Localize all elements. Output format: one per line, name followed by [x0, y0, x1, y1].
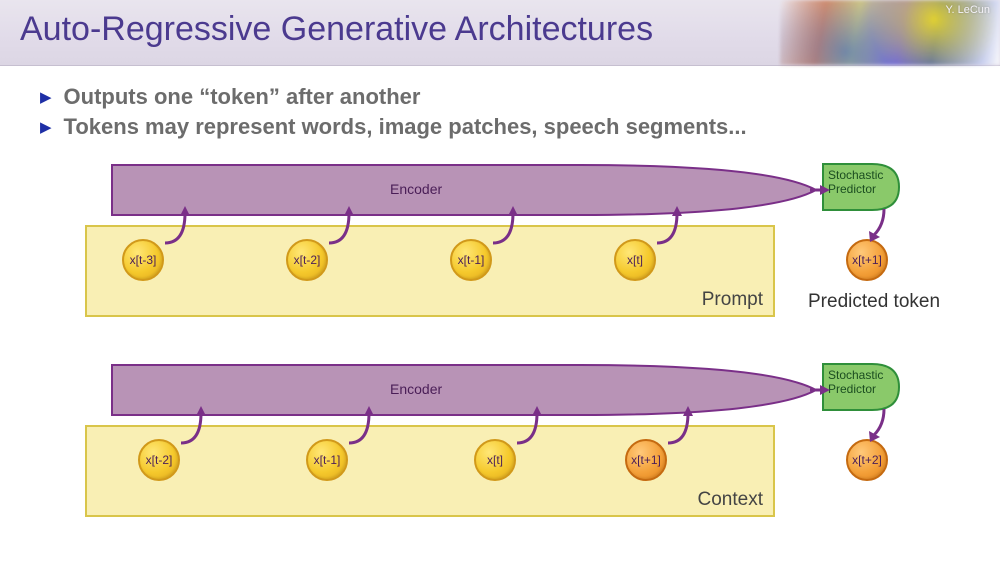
bullet-marker-icon: ▶ — [40, 90, 52, 105]
predictor-block: Stochastic Predictor — [822, 163, 900, 211]
predictor-label: Stochastic Predictor — [828, 169, 884, 197]
diagram-prompt: Encoder Stochastic Predictor Prompt x[t-… — [0, 163, 1000, 343]
token-node: x[t-2] — [138, 439, 180, 481]
arrow-icon — [488, 203, 538, 248]
token-node: x[t+1] — [625, 439, 667, 481]
encoder-block: Encoder — [110, 163, 820, 218]
diagram-context: Encoder Stochastic Predictor Context x[t… — [0, 363, 1000, 543]
arrow-icon — [344, 403, 394, 448]
arrow-icon — [810, 183, 830, 197]
token-node: x[t-3] — [122, 239, 164, 281]
token-node: x[t-1] — [306, 439, 348, 481]
box-label: Context — [698, 489, 763, 511]
bullet-item: ▶ Tokens may represent words, image patc… — [40, 114, 1000, 140]
arrow-icon — [872, 407, 902, 445]
bullet-item: ▶ Outputs one “token” after another — [40, 84, 1000, 110]
token-label: x[t+1] — [631, 453, 661, 467]
token-label: x[t] — [627, 253, 643, 267]
token-label: x[t+2] — [852, 453, 882, 467]
encoder-label: Encoder — [390, 381, 442, 397]
output-token-node: x[t+2] — [846, 439, 888, 481]
arrow-icon — [810, 383, 830, 397]
token-label: x[t-3] — [130, 253, 157, 267]
bullet-marker-icon: ▶ — [40, 120, 52, 135]
token-label: x[t-1] — [458, 253, 485, 267]
arrow-icon — [324, 203, 374, 248]
token-label: x[t+1] — [852, 253, 882, 267]
slide-header: Auto-Regressive Generative Architectures… — [0, 0, 1000, 66]
arrow-icon — [652, 203, 702, 248]
box-label: Prompt — [702, 289, 763, 311]
token-label: x[t] — [487, 453, 503, 467]
predictor-label: Stochastic Predictor — [828, 369, 884, 397]
arrow-icon — [160, 203, 210, 248]
output-token-node: x[t+1] — [846, 239, 888, 281]
arrow-icon — [872, 207, 902, 245]
token-node: x[t-2] — [286, 239, 328, 281]
arrow-icon — [176, 403, 226, 448]
slide-title: Auto-Regressive Generative Architectures — [20, 10, 653, 49]
token-node: x[t-1] — [450, 239, 492, 281]
token-label: x[t-2] — [146, 453, 173, 467]
arrow-icon — [512, 403, 562, 448]
token-node: x[t] — [614, 239, 656, 281]
token-label: x[t-1] — [314, 453, 341, 467]
bullet-text: Outputs one “token” after another — [64, 84, 421, 110]
token-node: x[t] — [474, 439, 516, 481]
predictor-block: Stochastic Predictor — [822, 363, 900, 411]
bullet-text: Tokens may represent words, image patche… — [64, 114, 747, 140]
encoder-label: Encoder — [390, 181, 442, 197]
arrow-icon — [663, 403, 713, 448]
bullet-list: ▶ Outputs one “token” after another ▶ To… — [40, 84, 1000, 140]
predicted-token-label: Predicted token — [808, 291, 940, 313]
token-label: x[t-2] — [294, 253, 321, 267]
author-name: Y. LeCun — [946, 4, 990, 16]
